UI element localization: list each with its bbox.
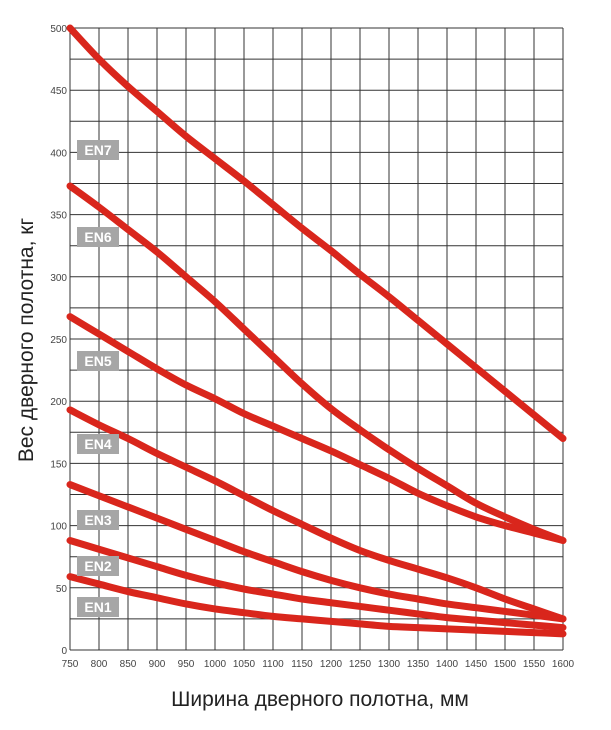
x-tick-label: 950 bbox=[178, 659, 195, 670]
x-tick-label: 750 bbox=[62, 659, 79, 670]
x-tick-label: 1050 bbox=[233, 659, 256, 670]
series-line-en6 bbox=[66, 182, 567, 545]
series-label-text: EN6 bbox=[84, 229, 111, 245]
x-tick-label: 1200 bbox=[320, 659, 343, 670]
x-tick-label: 900 bbox=[149, 659, 166, 670]
x-tick-label: 1150 bbox=[291, 659, 313, 670]
series-line-en2 bbox=[66, 537, 567, 632]
series-line-en3 bbox=[66, 481, 567, 623]
series-label-text: EN2 bbox=[84, 558, 111, 574]
y-tick-label: 200 bbox=[50, 397, 67, 408]
series-label-en5: EN5 bbox=[77, 351, 119, 371]
series-line-en7 bbox=[66, 24, 567, 443]
x-tick-label: 1450 bbox=[465, 659, 488, 670]
x-tick-label: 800 bbox=[91, 659, 108, 670]
series-line-en1 bbox=[66, 573, 567, 638]
grid bbox=[69, 27, 564, 651]
series-line-en4 bbox=[66, 406, 567, 623]
series-label-en1: EN1 bbox=[77, 597, 119, 617]
series-label-text: EN7 bbox=[84, 142, 111, 158]
series-label-en3: EN3 bbox=[77, 510, 119, 530]
x-tick-label: 1400 bbox=[436, 659, 459, 670]
x-tick-label: 1350 bbox=[407, 659, 430, 670]
x-tick-label: 1250 bbox=[349, 659, 372, 670]
x-tick-label: 1600 bbox=[552, 659, 575, 670]
series-label-en7: EN7 bbox=[77, 140, 119, 160]
series-label-en6: EN6 bbox=[77, 227, 119, 247]
y-tick-label: 500 bbox=[50, 24, 67, 35]
series-label-text: EN5 bbox=[84, 353, 111, 369]
series-label-background bbox=[77, 597, 119, 617]
series-lines bbox=[66, 24, 567, 638]
y-tick-label: 450 bbox=[50, 86, 67, 97]
y-tick-label: 50 bbox=[56, 584, 68, 595]
x-axis-ticks: 750 800 850 900 950 1000 1050 1100 1150 1200 1250 1… bbox=[62, 659, 575, 670]
x-tick-label: 1500 bbox=[494, 659, 517, 670]
x-tick-label: 1300 bbox=[378, 659, 401, 670]
series-label-text: EN4 bbox=[84, 436, 111, 452]
x-tick-label: 1550 bbox=[523, 659, 546, 670]
y-axis-title: Вес дверного полотна, кг bbox=[15, 218, 38, 463]
series-label-text: EN3 bbox=[84, 512, 111, 528]
y-tick-label: 400 bbox=[50, 148, 67, 159]
x-axis-title: Ширина дверного полотна, мм bbox=[171, 688, 469, 711]
series-labels: EN7 EN6 EN5 EN4 EN3 EN2 EN1 bbox=[77, 140, 119, 617]
series-label-en4: EN4 bbox=[77, 434, 119, 454]
series-label-background bbox=[77, 556, 119, 576]
series-line-en5 bbox=[66, 313, 567, 545]
x-tick-label: 850 bbox=[120, 659, 137, 670]
series-label-en2: EN2 bbox=[77, 556, 119, 576]
series-label-background bbox=[77, 434, 119, 454]
series-label-background bbox=[77, 351, 119, 371]
y-tick-label: 0 bbox=[61, 646, 67, 657]
x-tick-label: 1100 bbox=[262, 659, 284, 670]
y-tick-label: 250 bbox=[50, 335, 67, 346]
y-tick-label: 150 bbox=[50, 459, 67, 470]
series-label-background bbox=[77, 227, 119, 247]
y-tick-label: 100 bbox=[50, 522, 67, 533]
y-axis-ticks: 0 50 100 150 200 250 300 350 400 450 500 bbox=[50, 24, 67, 657]
y-tick-label: 300 bbox=[50, 273, 67, 284]
y-tick-label: 350 bbox=[50, 211, 67, 222]
series-label-text: EN1 bbox=[84, 599, 111, 615]
series-label-background bbox=[77, 510, 119, 530]
series-label-background bbox=[77, 140, 119, 160]
x-tick-label: 1000 bbox=[204, 659, 227, 670]
